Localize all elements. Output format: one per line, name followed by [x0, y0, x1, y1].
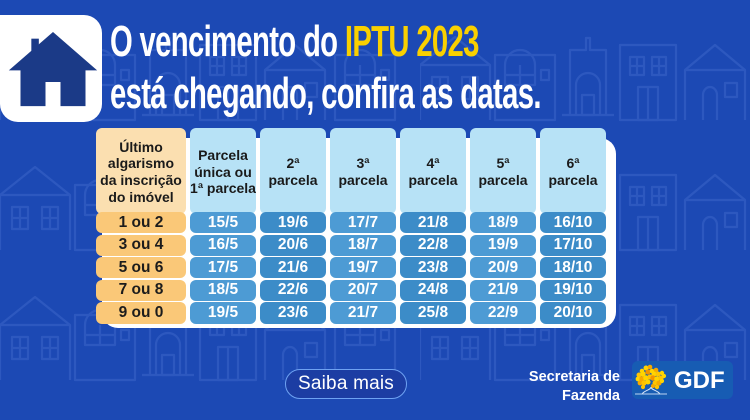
svg-text:GDF: GDF — [674, 367, 725, 394]
